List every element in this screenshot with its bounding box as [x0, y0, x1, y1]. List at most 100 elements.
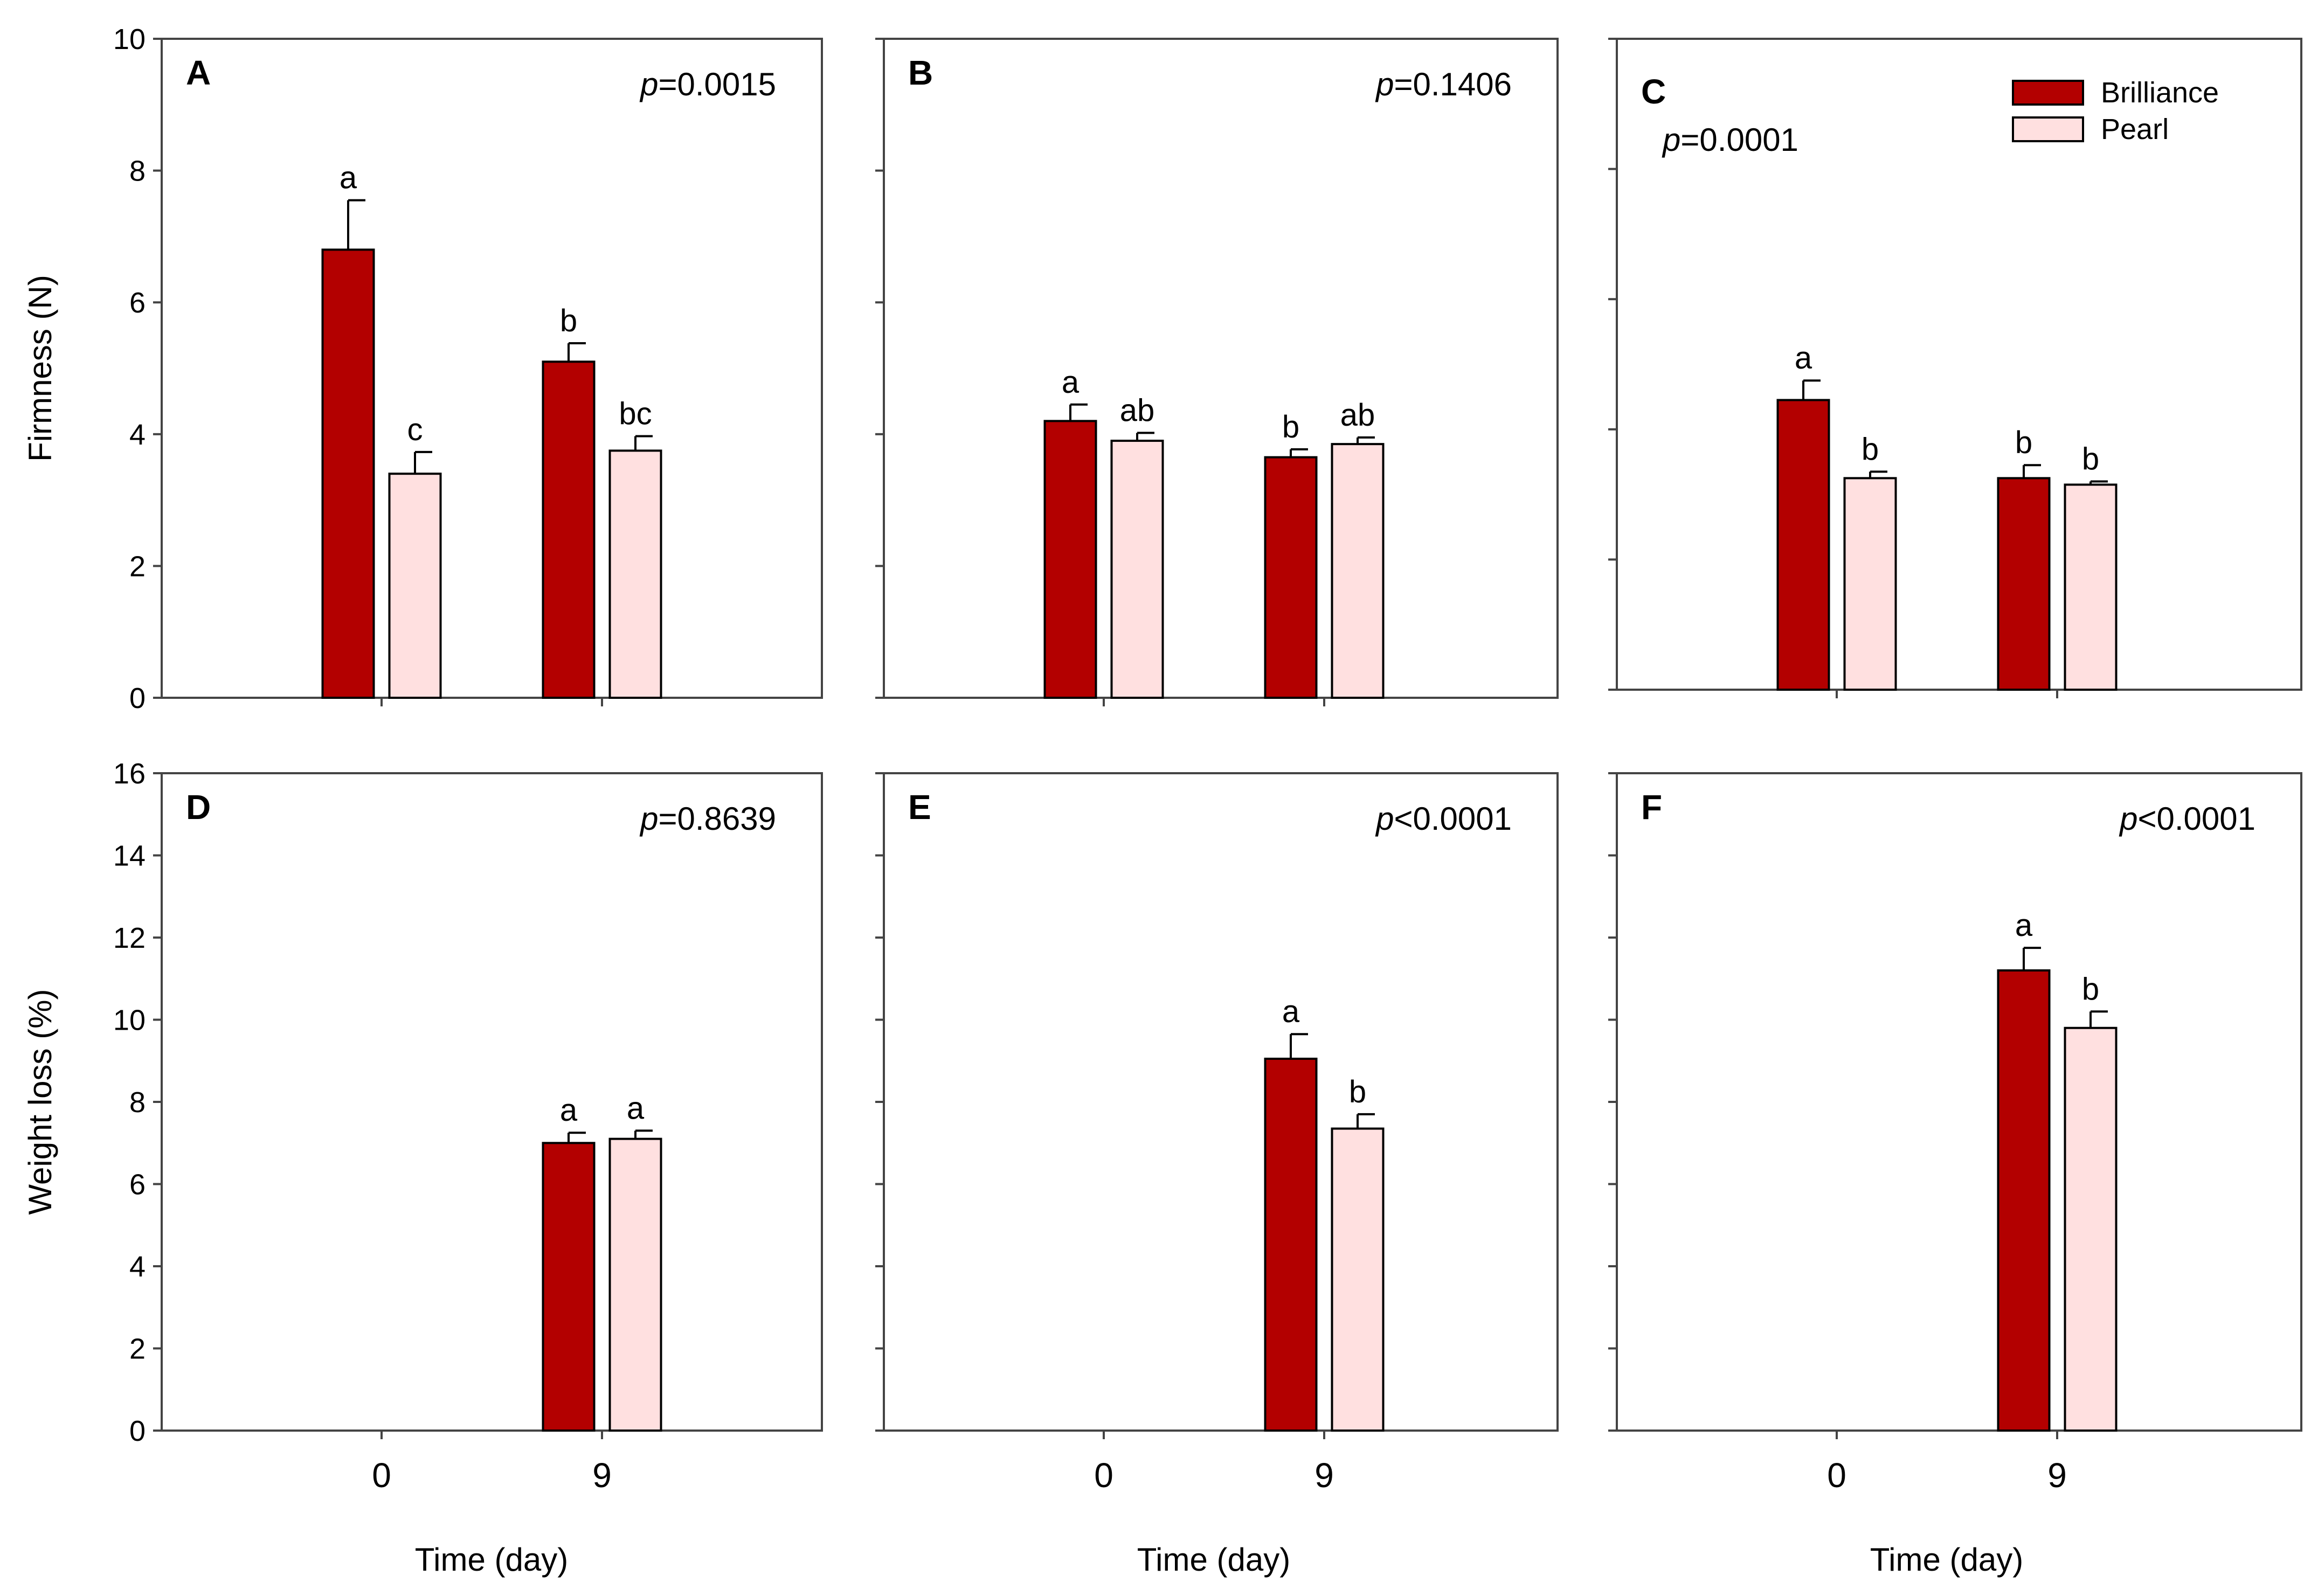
- bar-pearl-day-0: [1110, 440, 1164, 699]
- significance-letter: bc: [619, 396, 652, 431]
- panel-label: D: [186, 788, 211, 827]
- panel-d: 0 2 4 6 8 10 12 14 16 a a D p=0.8639 Weight loss (%) 0…: [22, 758, 823, 1578]
- bar-pearl-day-0: [388, 473, 442, 699]
- bar-pearl-day-9: [608, 449, 662, 699]
- y-tick-label: 10: [113, 1004, 146, 1037]
- bar-pearl-day-9: [1331, 1127, 1385, 1432]
- x-tick-label: 9: [592, 1456, 612, 1495]
- bar-pearl-day-0: [1843, 477, 1897, 691]
- significance-letter: b: [560, 303, 577, 338]
- p-value: p=0.8639: [639, 801, 776, 837]
- x-tick-label: 9: [2047, 1456, 2067, 1495]
- significance-letter: ab: [1340, 398, 1375, 433]
- p-value-number: =0.0015: [658, 66, 776, 102]
- significance-letter: ab: [1120, 393, 1155, 428]
- p-value-symbol: p: [1662, 122, 1680, 158]
- legend-swatch-pearl: [2012, 116, 2084, 142]
- y-tick-label: 16: [113, 758, 146, 790]
- significance-letter: a: [2015, 908, 2033, 943]
- legend-swatch-brilliance: [2012, 80, 2084, 106]
- p-value: p=0.1406: [1375, 66, 1512, 102]
- bar-brilliance-day-0: [321, 248, 375, 699]
- p-value-number: =0.0001: [1680, 122, 1798, 158]
- y-tick-label: 0: [129, 682, 146, 714]
- p-value: p=0.0001: [1662, 122, 1798, 158]
- significance-letter: b: [1862, 432, 1879, 467]
- significance-letter: a: [560, 1093, 578, 1128]
- plot-frame: [161, 772, 823, 1432]
- bar-pearl-day-9: [608, 1137, 662, 1432]
- plot-frame: [883, 772, 1559, 1432]
- bar-brilliance-day-9: [542, 1142, 596, 1432]
- p-value: p<0.0001: [2119, 801, 2255, 837]
- significance-letter: a: [1062, 365, 1080, 400]
- bar-brilliance-day-0: [1776, 399, 1830, 691]
- p-value-number: =0.8639: [658, 801, 776, 837]
- y-tick-label: 14: [113, 840, 146, 872]
- p-value-number: <0.0001: [1394, 801, 1512, 837]
- significance-letter: a: [627, 1091, 645, 1126]
- p-value-symbol: p: [2119, 801, 2137, 837]
- significance-letter: b: [2082, 441, 2099, 476]
- p-value-symbol: p: [1375, 66, 1394, 102]
- p-value: p<0.0001: [1375, 801, 1512, 837]
- bar-brilliance-day-9: [1264, 1057, 1318, 1432]
- y-tick-label: 2: [129, 1333, 146, 1365]
- bar-brilliance-day-9: [1997, 477, 2051, 691]
- plot-frame: [1616, 38, 2302, 691]
- bar-brilliance-day-9: [1997, 969, 2051, 1432]
- p-value-symbol: p: [639, 801, 658, 837]
- plot-frame: [161, 38, 823, 699]
- x-axis-title: Time (day): [1137, 1542, 1290, 1578]
- significance-letter: a: [1795, 341, 1812, 376]
- legend-label: Brilliance: [2101, 77, 2219, 109]
- plot-frame: [883, 38, 1559, 699]
- y-tick-label: 0: [129, 1415, 146, 1447]
- plot-frame: [1616, 772, 2302, 1432]
- bar-pearl-day-9: [1331, 443, 1385, 699]
- panel-label: E: [908, 788, 931, 827]
- panel-label: B: [908, 53, 933, 92]
- legend: Brilliance Pearl: [2012, 77, 2219, 145]
- bar-pearl-day-9: [2064, 1026, 2118, 1432]
- y-tick-label: 4: [129, 1251, 146, 1283]
- y-tick-label: 6: [129, 1169, 146, 1201]
- legend-label: Pearl: [2101, 113, 2169, 145]
- y-tick-label: 10: [113, 23, 146, 55]
- y-tick-label: 8: [129, 1086, 146, 1119]
- significance-letter: c: [407, 412, 423, 447]
- significance-letter: b: [2082, 972, 2099, 1007]
- p-value-number: <0.0001: [2137, 801, 2255, 837]
- bar-brilliance-day-0: [1043, 420, 1097, 699]
- p-value-number: =0.1406: [1394, 66, 1512, 102]
- panel-f: a b F p<0.0001 0 9 Time (day): [1608, 772, 2302, 1578]
- bar-brilliance-day-9: [1264, 456, 1318, 699]
- panel-label: A: [186, 53, 211, 92]
- x-tick-label: 0: [1827, 1456, 1846, 1495]
- panel-e: a b E p<0.0001 0 9 Time (day): [875, 772, 1559, 1578]
- significance-letter: b: [1349, 1074, 1366, 1109]
- p-value: p=0.0015: [639, 66, 776, 102]
- panel-c: a b b b Cp=0.0001: [1608, 38, 2302, 698]
- bar-pearl-day-9: [2064, 483, 2118, 691]
- panel-label: C: [1641, 72, 1666, 111]
- significance-letter: b: [1282, 410, 1299, 445]
- y-axis-title: Weight loss (%): [22, 989, 58, 1215]
- p-value-symbol: p: [1375, 801, 1394, 837]
- significance-letter: a: [340, 161, 357, 196]
- y-tick-label: 12: [113, 922, 146, 954]
- x-axis-title: Time (day): [415, 1542, 568, 1578]
- x-tick-label: 0: [372, 1456, 391, 1495]
- p-value-symbol: p: [639, 66, 658, 102]
- x-tick-label: 0: [1094, 1456, 1113, 1495]
- x-axis-title: Time (day): [1870, 1542, 2023, 1578]
- bar-brilliance-day-9: [542, 360, 596, 699]
- significance-letter: a: [1282, 994, 1300, 1029]
- y-tick-label: 6: [129, 287, 146, 319]
- significance-letter: b: [2015, 425, 2032, 460]
- y-tick-label: 2: [129, 550, 146, 582]
- y-axis-title: Firmness (N): [22, 275, 58, 462]
